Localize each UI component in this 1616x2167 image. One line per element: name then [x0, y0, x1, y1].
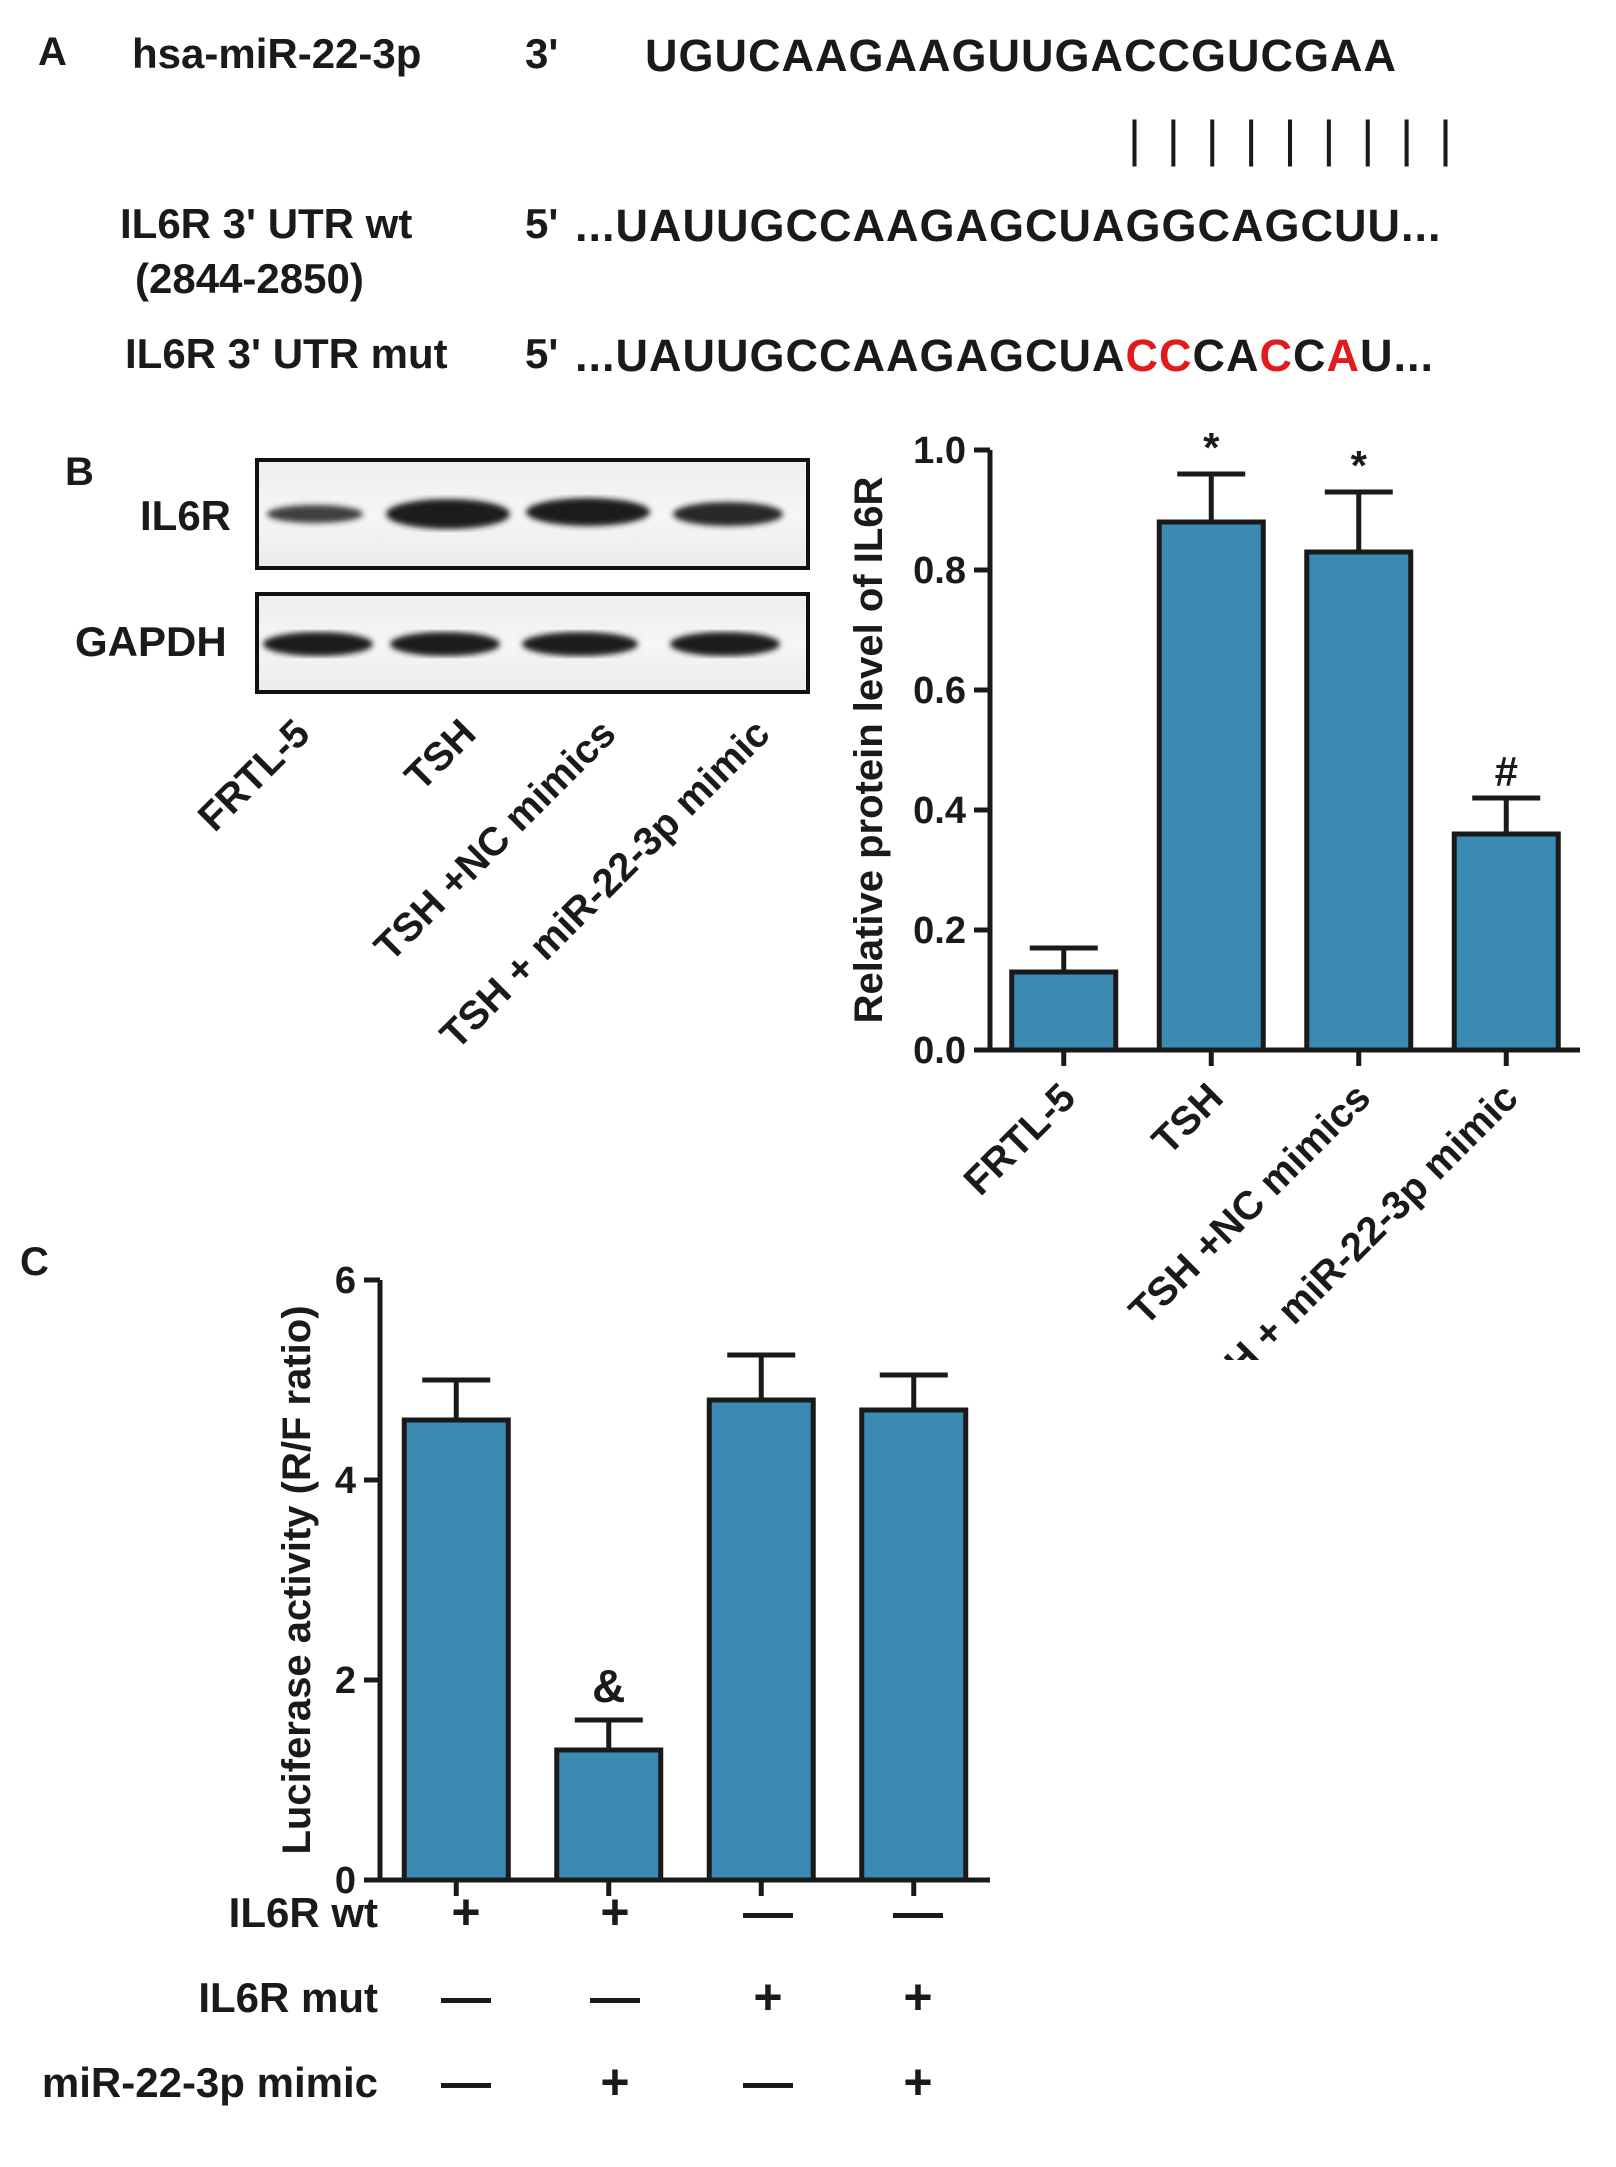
y-tick-label: 4 [335, 1460, 356, 1502]
condition-sign: + [903, 2054, 933, 2110]
blot-label-gapdh: GAPDH [75, 618, 227, 665]
sequence-segment: ...UAUUGCCAAGAGCUA [575, 330, 1126, 381]
condition-sign: + [600, 2054, 630, 2110]
y-tick-label: 0.0 [913, 1030, 966, 1072]
y-tick-label: 0.6 [913, 670, 966, 712]
condition-row-label: miR-22-3p mimic [41, 2059, 378, 2106]
mut-5prime: 5' [525, 330, 559, 377]
bar [1304, 549, 1414, 1053]
x-tick-label: FRTL-5 [956, 1075, 1085, 1204]
y-axis-label: Relative protein level of IL6R [847, 476, 891, 1023]
y-tick-label: 2 [335, 1660, 356, 1702]
panel-c-letter: C [20, 1240, 49, 1284]
panel-a-letter: A [38, 30, 67, 74]
blot-lane-labels: FRTL-5 TSH TSH +NC mimics TSH + miR-22-3… [190, 711, 779, 1057]
bar [1009, 969, 1119, 1053]
mirna-name: hsa-miR-22-3p [132, 30, 422, 77]
y-tick-label: 0.2 [913, 910, 966, 952]
condition-row-label: IL6R wt [228, 1889, 378, 1936]
bar [859, 1407, 969, 1883]
blot-gapdh-image [255, 592, 810, 694]
panel-b-letter: B [65, 450, 94, 494]
condition-sign: — [441, 1969, 491, 2025]
condition-sign: — [743, 1884, 793, 1940]
bar [401, 1417, 511, 1883]
significance-marker: * [1203, 424, 1220, 471]
wt-5prime: 5' [525, 200, 559, 247]
wt-sequence: ...UAUUGCCAAGAGCUAGGCAGCUU... [575, 200, 1442, 251]
blot-label-il6r: IL6R [140, 492, 232, 539]
mirna-sequence: UGUCAAGAAGUUGACCGUCGAA [645, 30, 1397, 81]
bar [706, 1397, 816, 1883]
blot-il6r-image [255, 458, 810, 570]
condition-sign: + [753, 1969, 783, 2025]
condition-row-label: IL6R mut [198, 1974, 378, 2021]
sequence-segment: C [1293, 330, 1327, 381]
significance-marker: # [1495, 748, 1518, 795]
mut-label: IL6R 3' UTR mut [125, 330, 448, 377]
condition-sign: + [903, 1969, 933, 2025]
mutated-base: A [1326, 330, 1360, 381]
y-tick-label: 1.0 [913, 430, 966, 472]
mut-sequence: ...UAUUGCCAAGAGCUACCCACCAU... [575, 330, 1434, 382]
chart-b-protein-level: 0.0 0.2 0.4 0.6 0.8 1.0 Relative protein level… [847, 424, 1580, 1360]
y-tick-label: 6 [335, 1260, 356, 1302]
condition-sign: — [441, 2054, 491, 2110]
condition-sign: — [743, 2054, 793, 2110]
bar [1451, 831, 1561, 1053]
mutated-base: CC [1125, 330, 1193, 381]
wt-position: (2844-2850) [135, 255, 364, 302]
wt-label: IL6R 3' UTR wt [120, 200, 413, 247]
mutated-base: C [1259, 330, 1293, 381]
base-pairing-lines: | | | | | | | | | [1128, 111, 1459, 167]
condition-sign: — [590, 1969, 640, 2025]
condition-sign: + [600, 1884, 630, 1940]
sequence-segment: U... [1360, 330, 1435, 381]
x-tick-label: TSH +NC mimics [1121, 1075, 1379, 1333]
mirna-3prime: 3' [525, 30, 559, 77]
condition-sign: + [451, 1884, 481, 1940]
lane-label: TSH [397, 711, 485, 799]
y-tick-label: 0 [335, 1860, 356, 1902]
lane-label: FRTL-5 [190, 711, 319, 840]
significance-marker: * [1351, 442, 1368, 489]
sequence-segment: CA [1192, 330, 1260, 381]
y-tick-label: 0.8 [913, 550, 966, 592]
condition-sign: — [893, 1884, 943, 1940]
significance-marker: & [592, 1660, 625, 1712]
chart-c-luciferase: 0 2 4 6 Luciferase activity (R/F ratio) & [275, 1260, 990, 1902]
bar [554, 1747, 664, 1883]
y-axis-label: Luciferase activity (R/F ratio) [275, 1305, 319, 1854]
lane-label: TSH + miR-22-3p mimic [432, 711, 778, 1057]
bar [1156, 519, 1266, 1053]
y-tick-label: 0.4 [913, 790, 966, 832]
x-tick-label: TSH [1144, 1075, 1232, 1163]
